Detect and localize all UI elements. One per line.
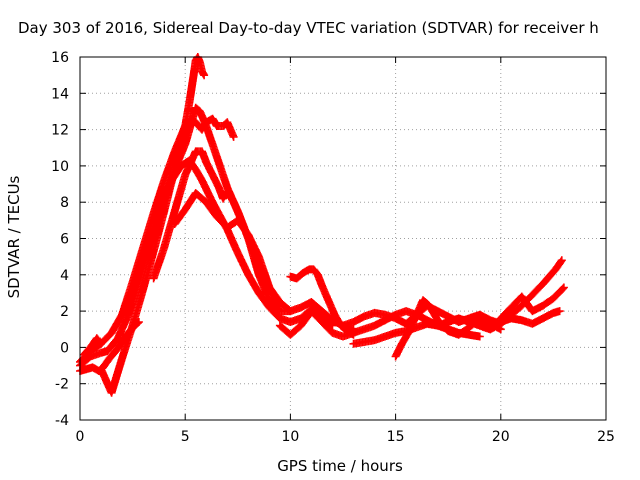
data-point	[475, 332, 484, 341]
x-tick-label: 15	[387, 429, 405, 445]
series-track-2	[76, 103, 358, 366]
data-point	[275, 301, 284, 310]
data-point	[200, 71, 209, 80]
x-tick-label: 5	[181, 429, 190, 445]
x-tick-label: 25	[597, 429, 615, 445]
y-tick-label: 14	[51, 86, 69, 102]
series-track-14	[76, 318, 143, 375]
data-point	[558, 284, 567, 293]
series-track-11	[349, 319, 484, 348]
x-tick-label: 20	[492, 429, 510, 445]
x-tick-label: 0	[76, 429, 85, 445]
y-tick-label: 6	[60, 232, 69, 248]
data-point	[286, 307, 295, 316]
plot-frame	[79, 56, 607, 421]
data-point	[557, 256, 566, 265]
axis-ticks: 0 5 10 15 20 25 -4 -2 0 2 4 6 8 10 12 14 16	[51, 50, 615, 445]
y-tick-label: 10	[51, 159, 69, 175]
y-tick-label: 12	[51, 123, 69, 139]
data-point	[133, 318, 142, 327]
y-axis-label: SDTVAR / TECUs	[5, 175, 23, 298]
data-point	[559, 283, 568, 292]
series-track-15	[80, 334, 105, 359]
series-track-3	[118, 53, 209, 319]
data-point	[97, 339, 105, 348]
y-tick-label: 8	[60, 195, 69, 211]
series-track-1	[76, 156, 337, 370]
y-tick-label: 16	[51, 50, 69, 66]
x-tick-label: 10	[281, 429, 299, 445]
chart-title: Day 303 of 2016, Sidereal Day-to-day VTE…	[18, 19, 599, 37]
data-point	[229, 132, 238, 141]
y-tick-label: 0	[60, 340, 69, 356]
series-track-13	[496, 283, 568, 323]
x-axis-label: GPS time / hours	[277, 457, 403, 475]
y-tick-label: 4	[60, 268, 69, 284]
data-point	[556, 257, 565, 266]
series-track-12	[475, 256, 566, 334]
y-tick-label: -2	[55, 377, 69, 393]
series-track-6	[170, 189, 284, 310]
y-tick-label: 2	[60, 304, 69, 320]
y-tick-label: -4	[55, 413, 69, 429]
data-point	[134, 318, 143, 326]
data-points	[76, 53, 568, 397]
data-point	[555, 307, 564, 316]
series-track-5	[97, 114, 238, 397]
